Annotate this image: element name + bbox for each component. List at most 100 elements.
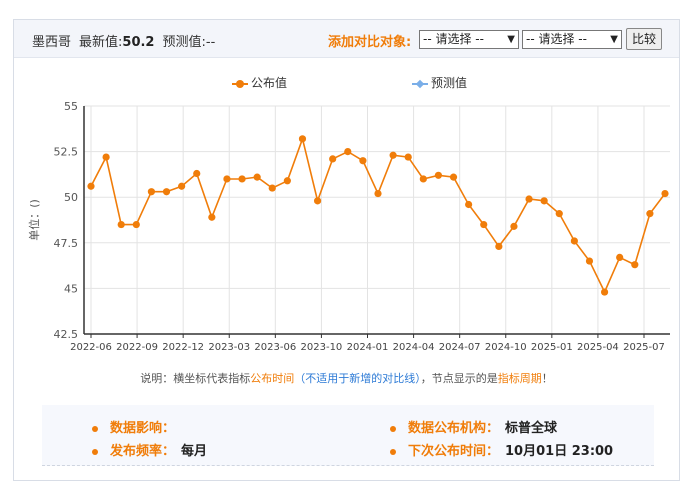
compare-select-2[interactable]: -- 请选择 -- ▼ — [522, 30, 622, 49]
data-point — [223, 175, 231, 183]
note-period: 指标周期 — [497, 372, 542, 385]
next-release-label: 下次公布时间： — [408, 444, 500, 459]
latest-label: 最新值: — [79, 35, 123, 50]
frequency-value: 每月 — [181, 444, 208, 459]
info-next-release: 下次公布时间： 10月01日 23:00 — [390, 440, 613, 459]
series-line-published — [90, 136, 666, 294]
y-tick-label: 42.5 — [54, 328, 79, 341]
legend-item-forecast[interactable]: 预测值 — [412, 74, 467, 91]
x-tick-label: 2024-07 — [439, 342, 481, 353]
data-point — [600, 288, 609, 296]
data-point — [178, 182, 186, 190]
data-point — [283, 177, 291, 185]
data-point — [465, 200, 473, 209]
data-point — [359, 157, 367, 165]
data-point — [117, 220, 125, 229]
compare-label: 添加对比对象: — [328, 35, 412, 50]
organization-value: 标普全球 — [505, 421, 558, 436]
y-axis-label: 单位：() — [27, 199, 41, 241]
data-point — [389, 151, 397, 159]
x-tick-label: 2025-04 — [577, 342, 619, 353]
info-impact: 数据影响： — [92, 417, 181, 436]
data-point — [329, 155, 337, 163]
note-prefix: 说明：横坐标代表指标 — [140, 372, 251, 385]
data-point — [404, 153, 412, 161]
data-point — [238, 175, 246, 183]
data-point — [510, 222, 518, 230]
data-point — [162, 188, 171, 196]
bullet-icon — [390, 448, 396, 455]
data-point — [253, 173, 261, 181]
info-organization: 数据公布机构： 标普全球 — [390, 417, 557, 436]
forecast-value: -- — [205, 35, 216, 50]
data-point — [661, 189, 669, 198]
y-tick-label: 45 — [64, 282, 78, 295]
legend-item-published[interactable]: 公布值 — [232, 74, 287, 91]
y-tick-label: 55 — [64, 100, 78, 113]
next-release-value: 10月01日 23:00 — [505, 444, 614, 459]
indicator-summary: 墨西哥 最新值:50.2 预测值:-- — [32, 31, 215, 50]
data-point — [434, 171, 443, 179]
note-suffix: ！ — [541, 372, 553, 385]
data-point — [419, 175, 427, 183]
x-tick-label: 2024-04 — [393, 342, 435, 353]
data-point — [555, 210, 563, 218]
data-point — [147, 188, 156, 196]
note-mid: ，节点显示的是 — [420, 372, 498, 385]
data-point — [268, 184, 276, 192]
data-point — [208, 213, 216, 221]
x-tick-label: 2025-01 — [531, 342, 573, 353]
impact-label: 数据影响： — [110, 421, 176, 436]
data-point — [646, 210, 654, 218]
data-point — [298, 135, 307, 143]
chart-note: 说明：横坐标代表指标公布时间（不适用于新增的对比线），节点显示的是指标周期！ — [14, 370, 679, 386]
data-point — [87, 182, 95, 190]
data-point — [616, 253, 624, 261]
chevron-down-icon: ▼ — [610, 34, 618, 45]
data-point — [570, 237, 578, 245]
data-point — [313, 197, 322, 205]
compare-select-1[interactable]: -- 请选择 -- ▼ — [419, 30, 519, 49]
data-point — [495, 242, 503, 251]
x-tick-label: 2023-06 — [254, 342, 296, 353]
x-tick-label: 2023-10 — [301, 342, 343, 353]
x-tick-label: 2023-03 — [208, 342, 250, 353]
organization-label: 数据公布机构： — [408, 421, 500, 436]
data-point — [585, 257, 594, 265]
indicator-panel: 墨西哥 最新值:50.2 预测值:-- 添加对比对象: -- 请选择 -- ▼ -- … — [13, 19, 680, 481]
x-tick-label: 2025-07 — [623, 342, 665, 353]
frequency-label: 发布频率： — [110, 444, 176, 459]
legend-line-diamond-icon — [412, 79, 428, 89]
bullet-icon — [92, 425, 98, 432]
line-chart: 42.5 45 47.5 50 52.5 55 2022-06 2022-09 2022-12 2… — [27, 100, 670, 353]
x-tick-label: 2024-10 — [485, 342, 527, 353]
data-point — [540, 197, 548, 205]
y-tick-label: 47.5 — [54, 237, 79, 250]
forecast-label: 预测值: — [162, 35, 206, 50]
data-point — [132, 220, 140, 229]
data-point — [525, 195, 533, 203]
compare-button[interactable]: 比较 — [626, 28, 662, 50]
x-tick-label: 2022-09 — [116, 342, 158, 353]
data-point — [480, 220, 488, 229]
compare-select-2-value: -- 请选择 -- — [526, 32, 587, 46]
country-name: 墨西哥 — [32, 35, 72, 50]
legend-line-dot-icon — [232, 79, 248, 89]
data-point — [102, 153, 110, 161]
data-point — [193, 169, 201, 178]
bullet-icon — [92, 448, 98, 455]
legend-forecast-label: 预测值 — [431, 76, 468, 90]
compare-select-1-value: -- 请选择 -- — [423, 32, 484, 46]
x-tick-label: 2024-01 — [347, 342, 389, 353]
note-publish-time: 公布时间 — [250, 372, 295, 385]
data-point — [449, 173, 458, 181]
bullet-icon — [390, 425, 396, 432]
chevron-down-icon: ▼ — [507, 34, 515, 45]
data-point — [344, 148, 352, 156]
note-not-applicable: （不适用于新增的对比线） — [294, 372, 421, 385]
x-tick-label: 2022-06 — [70, 342, 112, 353]
info-frequency: 发布频率： 每月 — [92, 440, 207, 459]
y-tick-label: 50 — [64, 191, 78, 204]
latest-value: 50.2 — [122, 35, 155, 50]
x-tick-label: 2022-12 — [162, 342, 204, 353]
